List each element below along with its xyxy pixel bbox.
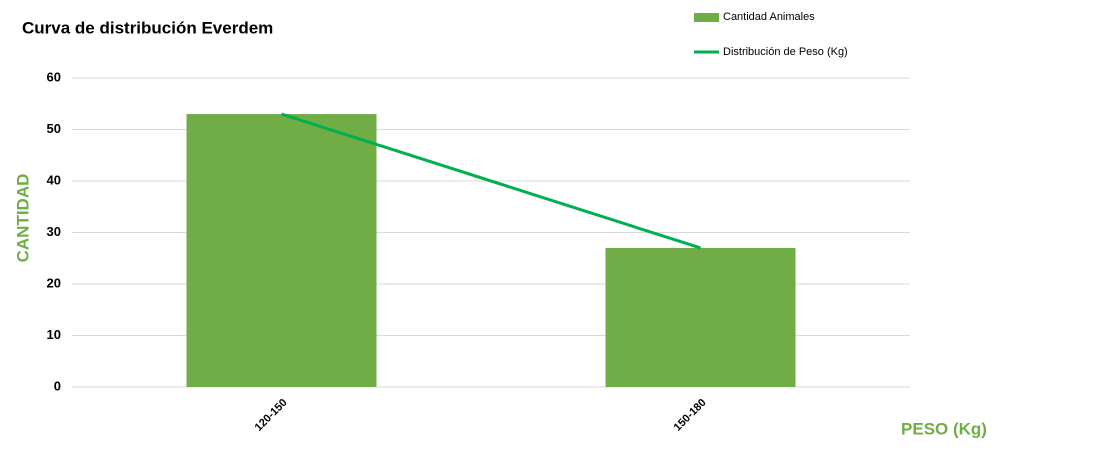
legend-swatch — [694, 13, 719, 22]
legend-label: Cantidad Animales — [723, 11, 815, 23]
y-axis-label: CANTIDAD — [13, 174, 32, 263]
y-tick-label: 0 — [54, 378, 61, 393]
y-tick-label: 20 — [47, 275, 61, 290]
y-tick-label: 50 — [47, 121, 61, 136]
y-tick-label: 30 — [47, 224, 61, 239]
x-tick-label: 120-150 — [253, 397, 290, 434]
y-tick-label: 40 — [47, 172, 61, 187]
x-axis-label: PESO (Kg) — [901, 419, 987, 438]
line — [281, 112, 701, 250]
x-tick-label: 150-180 — [672, 397, 709, 434]
chart-title: Curva de distribución Everdem — [22, 18, 273, 37]
bar — [186, 114, 377, 388]
bar — [605, 247, 796, 387]
y-tick-label: 60 — [47, 69, 61, 84]
legend-label: Distribución de Peso (Kg) — [723, 46, 848, 58]
y-tick-label: 10 — [47, 327, 61, 342]
